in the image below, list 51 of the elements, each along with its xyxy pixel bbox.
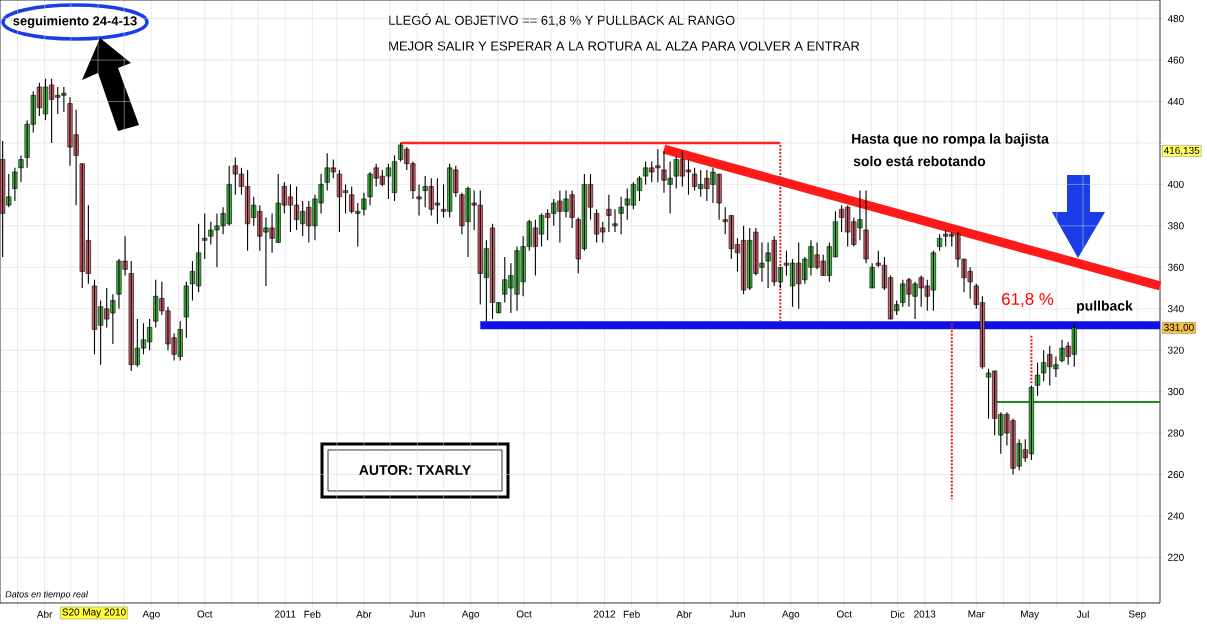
y-tick-label: 400 <box>1167 180 1184 188</box>
y-tick-label: 320 <box>1167 346 1184 354</box>
x-tick-label: Jul <box>1076 610 1089 618</box>
text: 331,00 <box>1164 323 1194 333</box>
x-tick-label: Oct <box>516 610 532 618</box>
annotation: Hasta que no rompa la bajista <box>852 133 1049 147</box>
text: 416,135 <box>1163 146 1200 156</box>
x-tick-label: Ago <box>142 610 160 620</box>
x-tick-label: Oct <box>197 610 213 618</box>
x-tick-label: Ago <box>461 610 480 620</box>
annotation: solo está rebotando <box>853 155 986 167</box>
x-tick-label: May <box>1021 610 1040 620</box>
annotation: pullback <box>1077 300 1133 314</box>
x-tick-label: Ago <box>781 610 800 620</box>
x-tick-label: Oct <box>836 610 852 618</box>
x-tick-label: Jun <box>729 610 745 618</box>
y-tick-label: 480 <box>1167 15 1184 23</box>
annotation: Datos en tiempo real <box>5 590 89 600</box>
x-tick-label: 2013 <box>914 610 936 618</box>
y-tick-label: 300 <box>1167 388 1184 396</box>
x-tick-label: Feb <box>304 610 321 618</box>
x-tick-label: Abr <box>676 610 692 618</box>
text: MEJOR SALIR Y ESPERAR A LA ROTURA AL ALZA PARA VOLVER A ENTRAR <box>389 41 860 51</box>
text: LLEGÓ AL OBJETIVO == 61,8 % Y PULLBACK AL RANGO <box>389 13 735 27</box>
y-tick-label: 340 <box>1167 305 1184 313</box>
y-tick-label: 220 <box>1168 553 1184 561</box>
y-tick-label: 380 <box>1167 222 1184 230</box>
candlestick <box>183 281 189 339</box>
annotation: seguimiento 24-4-13 <box>13 15 137 29</box>
x-tick-label: Abr <box>356 610 372 618</box>
candlestick <box>202 212 208 260</box>
y-tick-label: 240 <box>1168 512 1184 520</box>
y-tick-label: 440 <box>1167 97 1184 106</box>
x-tick-label: 2012 <box>593 610 616 618</box>
candlestick <box>416 183 422 217</box>
x-tick-label: Abr <box>36 610 53 618</box>
text: S20 May 2010 <box>62 608 126 618</box>
x-tick-label: Dic <box>891 610 905 618</box>
x-tick-label: Sep <box>1128 610 1146 620</box>
candlestick <box>612 208 618 233</box>
annotation: AUTOR: TXARLY <box>359 465 471 475</box>
x-tick-label: 2011 <box>274 610 296 618</box>
y-tick-label: 260 <box>1168 470 1184 479</box>
candlestick <box>869 262 875 289</box>
x-tick-label: Feb <box>623 610 640 618</box>
annotation: 61,8 % <box>1002 292 1054 307</box>
y-tick-label: 280 <box>1168 429 1184 437</box>
x-tick-label: Mar <box>968 610 985 618</box>
y-tick-label: 460 <box>1167 56 1184 64</box>
x-tick-label: Jun <box>409 610 425 618</box>
y-tick-label: 360 <box>1167 263 1184 271</box>
